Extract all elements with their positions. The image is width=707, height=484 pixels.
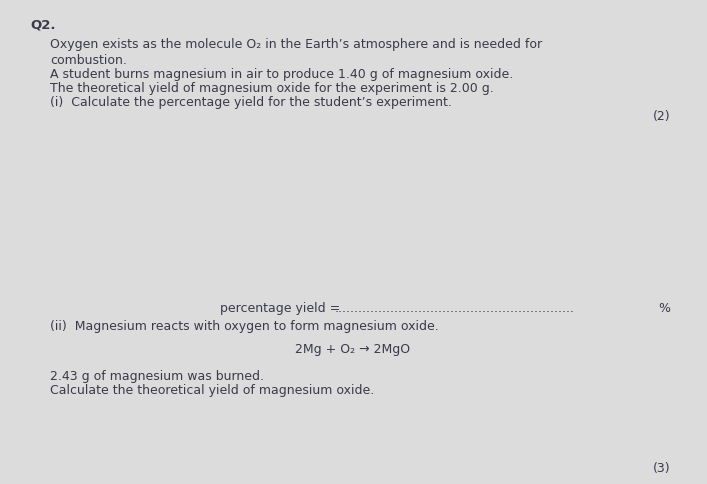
Text: ............................................................: ........................................… xyxy=(335,302,575,314)
Text: (2): (2) xyxy=(653,110,670,123)
Text: (ii)  Magnesium reacts with oxygen to form magnesium oxide.: (ii) Magnesium reacts with oxygen to for… xyxy=(50,319,439,333)
Text: Oxygen exists as the molecule O₂ in the Earth’s atmosphere and is needed for: Oxygen exists as the molecule O₂ in the … xyxy=(50,38,542,51)
Text: Q2.: Q2. xyxy=(30,18,56,31)
Text: The theoretical yield of magnesium oxide for the experiment is 2.00 g.: The theoretical yield of magnesium oxide… xyxy=(50,82,493,95)
Text: 2Mg + O₂ → 2MgO: 2Mg + O₂ → 2MgO xyxy=(296,342,411,355)
Text: A student burns magnesium in air to produce 1.40 g of magnesium oxide.: A student burns magnesium in air to prod… xyxy=(50,68,513,81)
Text: 2.43 g of magnesium was burned.: 2.43 g of magnesium was burned. xyxy=(50,369,264,382)
Text: percentage yield =: percentage yield = xyxy=(220,302,344,314)
Text: Calculate the theoretical yield of magnesium oxide.: Calculate the theoretical yield of magne… xyxy=(50,383,374,396)
Text: combustion.: combustion. xyxy=(50,54,127,67)
Text: %: % xyxy=(658,302,670,314)
Text: (3): (3) xyxy=(653,461,670,474)
Text: (i)  Calculate the percentage yield for the student’s experiment.: (i) Calculate the percentage yield for t… xyxy=(50,96,452,109)
